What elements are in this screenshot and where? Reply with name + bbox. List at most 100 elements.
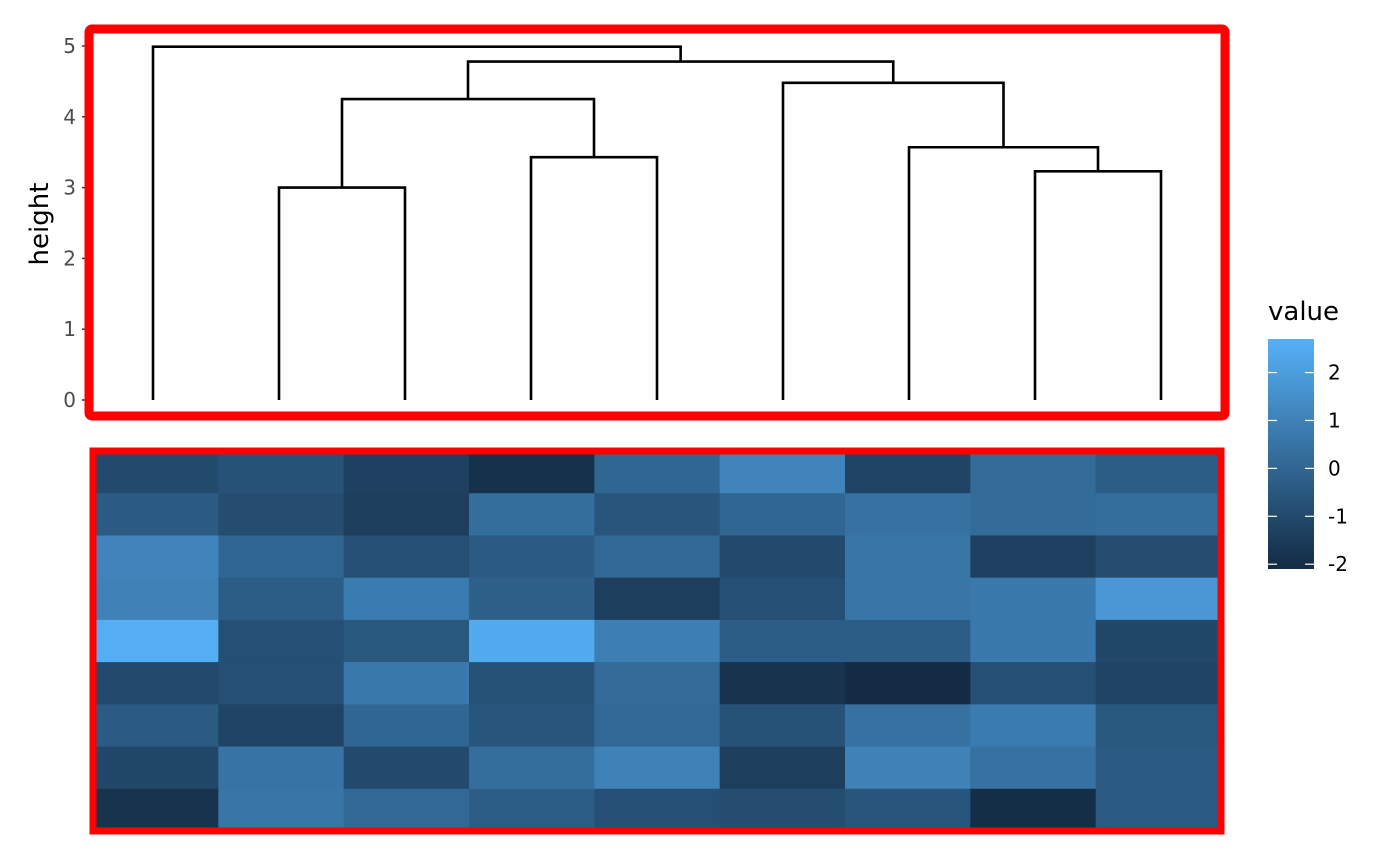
heatmap-cell bbox=[343, 704, 470, 748]
heatmap-cell bbox=[970, 535, 1097, 579]
dendrogram-highlight-frame bbox=[84, 24, 1230, 421]
legend-colorbar bbox=[1268, 339, 1314, 569]
heatmap-cell bbox=[93, 788, 219, 832]
heatmap-cell bbox=[970, 493, 1097, 537]
y-tick-label: 4 bbox=[63, 105, 76, 129]
heatmap-cell bbox=[594, 662, 721, 705]
heatmap-cell bbox=[343, 788, 470, 832]
heatmap-cells bbox=[93, 451, 1222, 832]
dendrogram-branch bbox=[340, 97, 596, 188]
heatmap-cell bbox=[469, 535, 595, 579]
heatmap-cell bbox=[343, 746, 470, 790]
legend-tick-label: 1 bbox=[1328, 408, 1341, 432]
heatmap-cell bbox=[845, 704, 971, 748]
heatmap-cell bbox=[970, 704, 1097, 748]
heatmap-cell bbox=[93, 493, 219, 537]
heatmap-cell bbox=[218, 704, 345, 748]
heatmap-cell bbox=[1095, 704, 1222, 748]
heatmap-cell bbox=[719, 788, 846, 832]
heatmap-cell bbox=[343, 619, 470, 663]
heatmap-cell bbox=[93, 746, 219, 790]
heatmap-cell bbox=[469, 577, 595, 621]
heatmap-cell bbox=[469, 451, 595, 494]
dendrogram-branch bbox=[781, 81, 1005, 400]
heatmap-cell bbox=[218, 788, 345, 832]
dendrogram-y-axis: 0 1 2 3 4 5 bbox=[63, 34, 88, 412]
heatmap-panel bbox=[89, 447, 1225, 835]
heatmap-cell bbox=[845, 577, 971, 621]
heatmap-highlight-frame bbox=[89, 447, 1225, 835]
legend-ticks: 2 1 0 -1 -2 bbox=[1268, 361, 1348, 576]
heatmap-cell bbox=[719, 619, 846, 663]
heatmap-cell bbox=[845, 535, 971, 579]
heatmap-cell bbox=[970, 577, 1097, 621]
heatmap-cell bbox=[845, 746, 971, 790]
heatmap-cell bbox=[719, 451, 846, 494]
legend-tick-label: -2 bbox=[1328, 552, 1348, 576]
dendrogram-branch bbox=[529, 155, 659, 400]
heatmap-cell bbox=[469, 619, 595, 663]
dendrogram-branch bbox=[1033, 170, 1163, 400]
heatmap-cell bbox=[343, 493, 470, 537]
heatmap-cell bbox=[594, 788, 721, 832]
heatmap-cell bbox=[845, 619, 971, 663]
y-axis-title: height bbox=[25, 183, 55, 266]
heatmap-cell bbox=[594, 535, 721, 579]
heatmap-cell bbox=[1095, 535, 1222, 579]
heatmap-cell bbox=[719, 577, 846, 621]
heatmap-cell bbox=[469, 788, 595, 832]
heatmap-cell bbox=[845, 788, 971, 832]
legend-title: value bbox=[1268, 297, 1339, 327]
heatmap-cell bbox=[1095, 746, 1222, 790]
legend-tick-label: 2 bbox=[1328, 361, 1341, 385]
heatmap-cell bbox=[719, 662, 846, 705]
dendrogram-panel: 0 1 2 3 4 5 height bbox=[25, 24, 1230, 421]
heatmap-cell bbox=[594, 577, 721, 621]
heatmap-cell bbox=[719, 493, 846, 537]
heatmap-cell bbox=[594, 451, 721, 494]
heatmap-cell bbox=[594, 704, 721, 748]
heatmap-cell bbox=[93, 535, 219, 579]
heatmap-cell bbox=[218, 746, 345, 790]
y-tick-label: 3 bbox=[63, 176, 76, 200]
heatmap-cell bbox=[845, 451, 971, 494]
y-tick-label: 5 bbox=[63, 34, 76, 58]
heatmap-cell bbox=[343, 577, 470, 621]
heatmap-cell bbox=[1095, 451, 1222, 494]
heatmap-cell bbox=[218, 619, 345, 663]
heatmap-cell bbox=[970, 788, 1097, 832]
dendrogram-branch bbox=[907, 145, 1100, 400]
heatmap-cell bbox=[594, 746, 721, 790]
heatmap-cell bbox=[93, 619, 219, 663]
heatmap-cell bbox=[970, 619, 1097, 663]
heatmap-cell bbox=[970, 451, 1097, 494]
heatmap-cell bbox=[469, 662, 595, 705]
heatmap-cell bbox=[594, 493, 721, 537]
heatmap-cell bbox=[469, 746, 595, 790]
heatmap-cell bbox=[218, 577, 345, 621]
heatmap-cell bbox=[93, 704, 219, 748]
legend-tick-label: -1 bbox=[1328, 504, 1348, 528]
y-tick-label: 2 bbox=[63, 246, 76, 270]
heatmap-cell bbox=[218, 451, 345, 494]
legend-tick-label: 0 bbox=[1328, 456, 1341, 480]
heatmap-cell bbox=[93, 662, 219, 705]
heatmap-cell bbox=[719, 535, 846, 579]
heatmap-cell bbox=[93, 577, 219, 621]
heatmap-cell bbox=[1095, 788, 1222, 832]
dendrogram-branches bbox=[151, 45, 1163, 400]
dendrogram-branch bbox=[151, 45, 682, 400]
y-tick-label: 0 bbox=[63, 388, 76, 412]
heatmap-cell bbox=[343, 535, 470, 579]
heatmap-cell bbox=[343, 662, 470, 705]
heatmap-cell bbox=[469, 704, 595, 748]
dendrogram-branch bbox=[277, 186, 407, 400]
heatmap-cell bbox=[218, 662, 345, 705]
heatmap-cell bbox=[845, 493, 971, 537]
heatmap-cell bbox=[1095, 493, 1222, 537]
heatmap-cell bbox=[1095, 662, 1222, 705]
heatmap-cell bbox=[970, 662, 1097, 705]
heatmap-cell bbox=[719, 746, 846, 790]
y-tick-label: 1 bbox=[63, 317, 76, 341]
